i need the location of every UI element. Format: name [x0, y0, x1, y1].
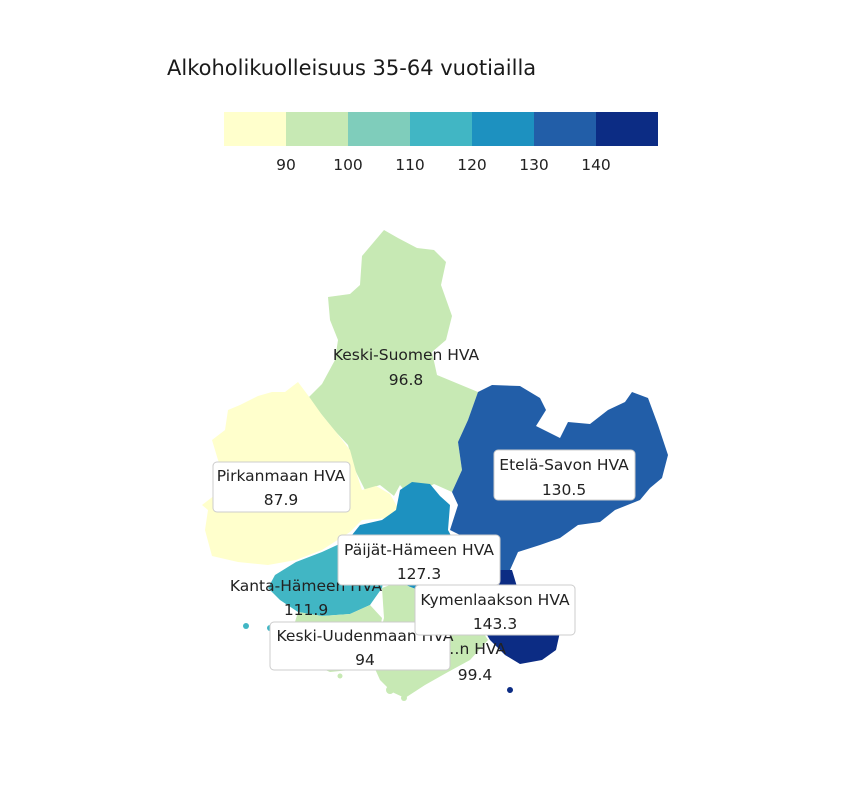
region-name-label: Etelä-Savon HVA	[499, 456, 629, 474]
region-value-label: 130.5	[542, 481, 586, 499]
region-label: Keski-Suomen HVA 96.8	[333, 346, 480, 389]
legend-swatch	[472, 112, 534, 146]
island-3	[507, 687, 513, 693]
legend-swatches	[224, 112, 658, 146]
region-label: Pirkanmaan HVA 87.9	[212, 461, 351, 513]
island-5	[401, 695, 407, 701]
region-value-label: 96.8	[389, 371, 424, 389]
legend-swatch	[410, 112, 472, 146]
legend-swatch	[286, 112, 348, 146]
region-label: Päijät-Hämeen HVA 127.3	[337, 534, 501, 586]
region-label: Kymenlaakson HVA 143.3	[414, 584, 576, 636]
region-value-label: 127.3	[397, 565, 441, 583]
legend-swatch	[596, 112, 658, 146]
region-name-label: Keski-Uudenmaan HVA	[277, 627, 454, 645]
region-name-label: …n HVA	[444, 640, 507, 658]
region-value-label: 99.4	[458, 666, 493, 684]
region-label: Keski-Uudenmaan HVA 94	[269, 621, 454, 671]
legend-tick-label: 130	[519, 156, 549, 174]
region-value-label: 87.9	[264, 491, 299, 509]
legend-swatch	[224, 112, 286, 146]
island-4	[386, 686, 394, 694]
label-box	[414, 584, 576, 636]
legend-tick-label: 140	[581, 156, 611, 174]
region-label: …n HVA 99.4	[444, 640, 507, 684]
legend-tick-label: 100	[333, 156, 363, 174]
legend-tick-label: 90	[276, 156, 296, 174]
label-box	[212, 461, 351, 513]
region-value-label: 111.9	[284, 601, 328, 619]
legend-swatch	[534, 112, 596, 146]
region-name-label: Kymenlaakson HVA	[420, 591, 570, 609]
legend-tick-label: 110	[395, 156, 425, 174]
label-box	[493, 449, 636, 501]
region-keski-suomi[interactable]	[308, 230, 478, 497]
legend-swatch	[348, 112, 410, 146]
region-name-label: Keski-Suomen HVA	[333, 346, 480, 364]
region-label: Etelä-Savon HVA 130.5	[493, 449, 636, 501]
map-title: Alkoholikuolleisuus 35-64 vuotiailla	[167, 56, 537, 80]
label-box	[269, 621, 451, 671]
color-legend: 90 100 110 120 130 140	[224, 112, 658, 174]
region-name-label: Päijät-Hämeen HVA	[344, 541, 494, 559]
region-value-label: 143.3	[473, 615, 517, 633]
region-value-label: 94	[355, 651, 375, 669]
island-6	[337, 673, 343, 679]
legend-ticks: 90 100 110 120 130 140	[276, 156, 611, 174]
legend-tick-label: 120	[457, 156, 487, 174]
island-1	[243, 623, 249, 629]
region-name-label: Pirkanmaan HVA	[217, 467, 346, 485]
